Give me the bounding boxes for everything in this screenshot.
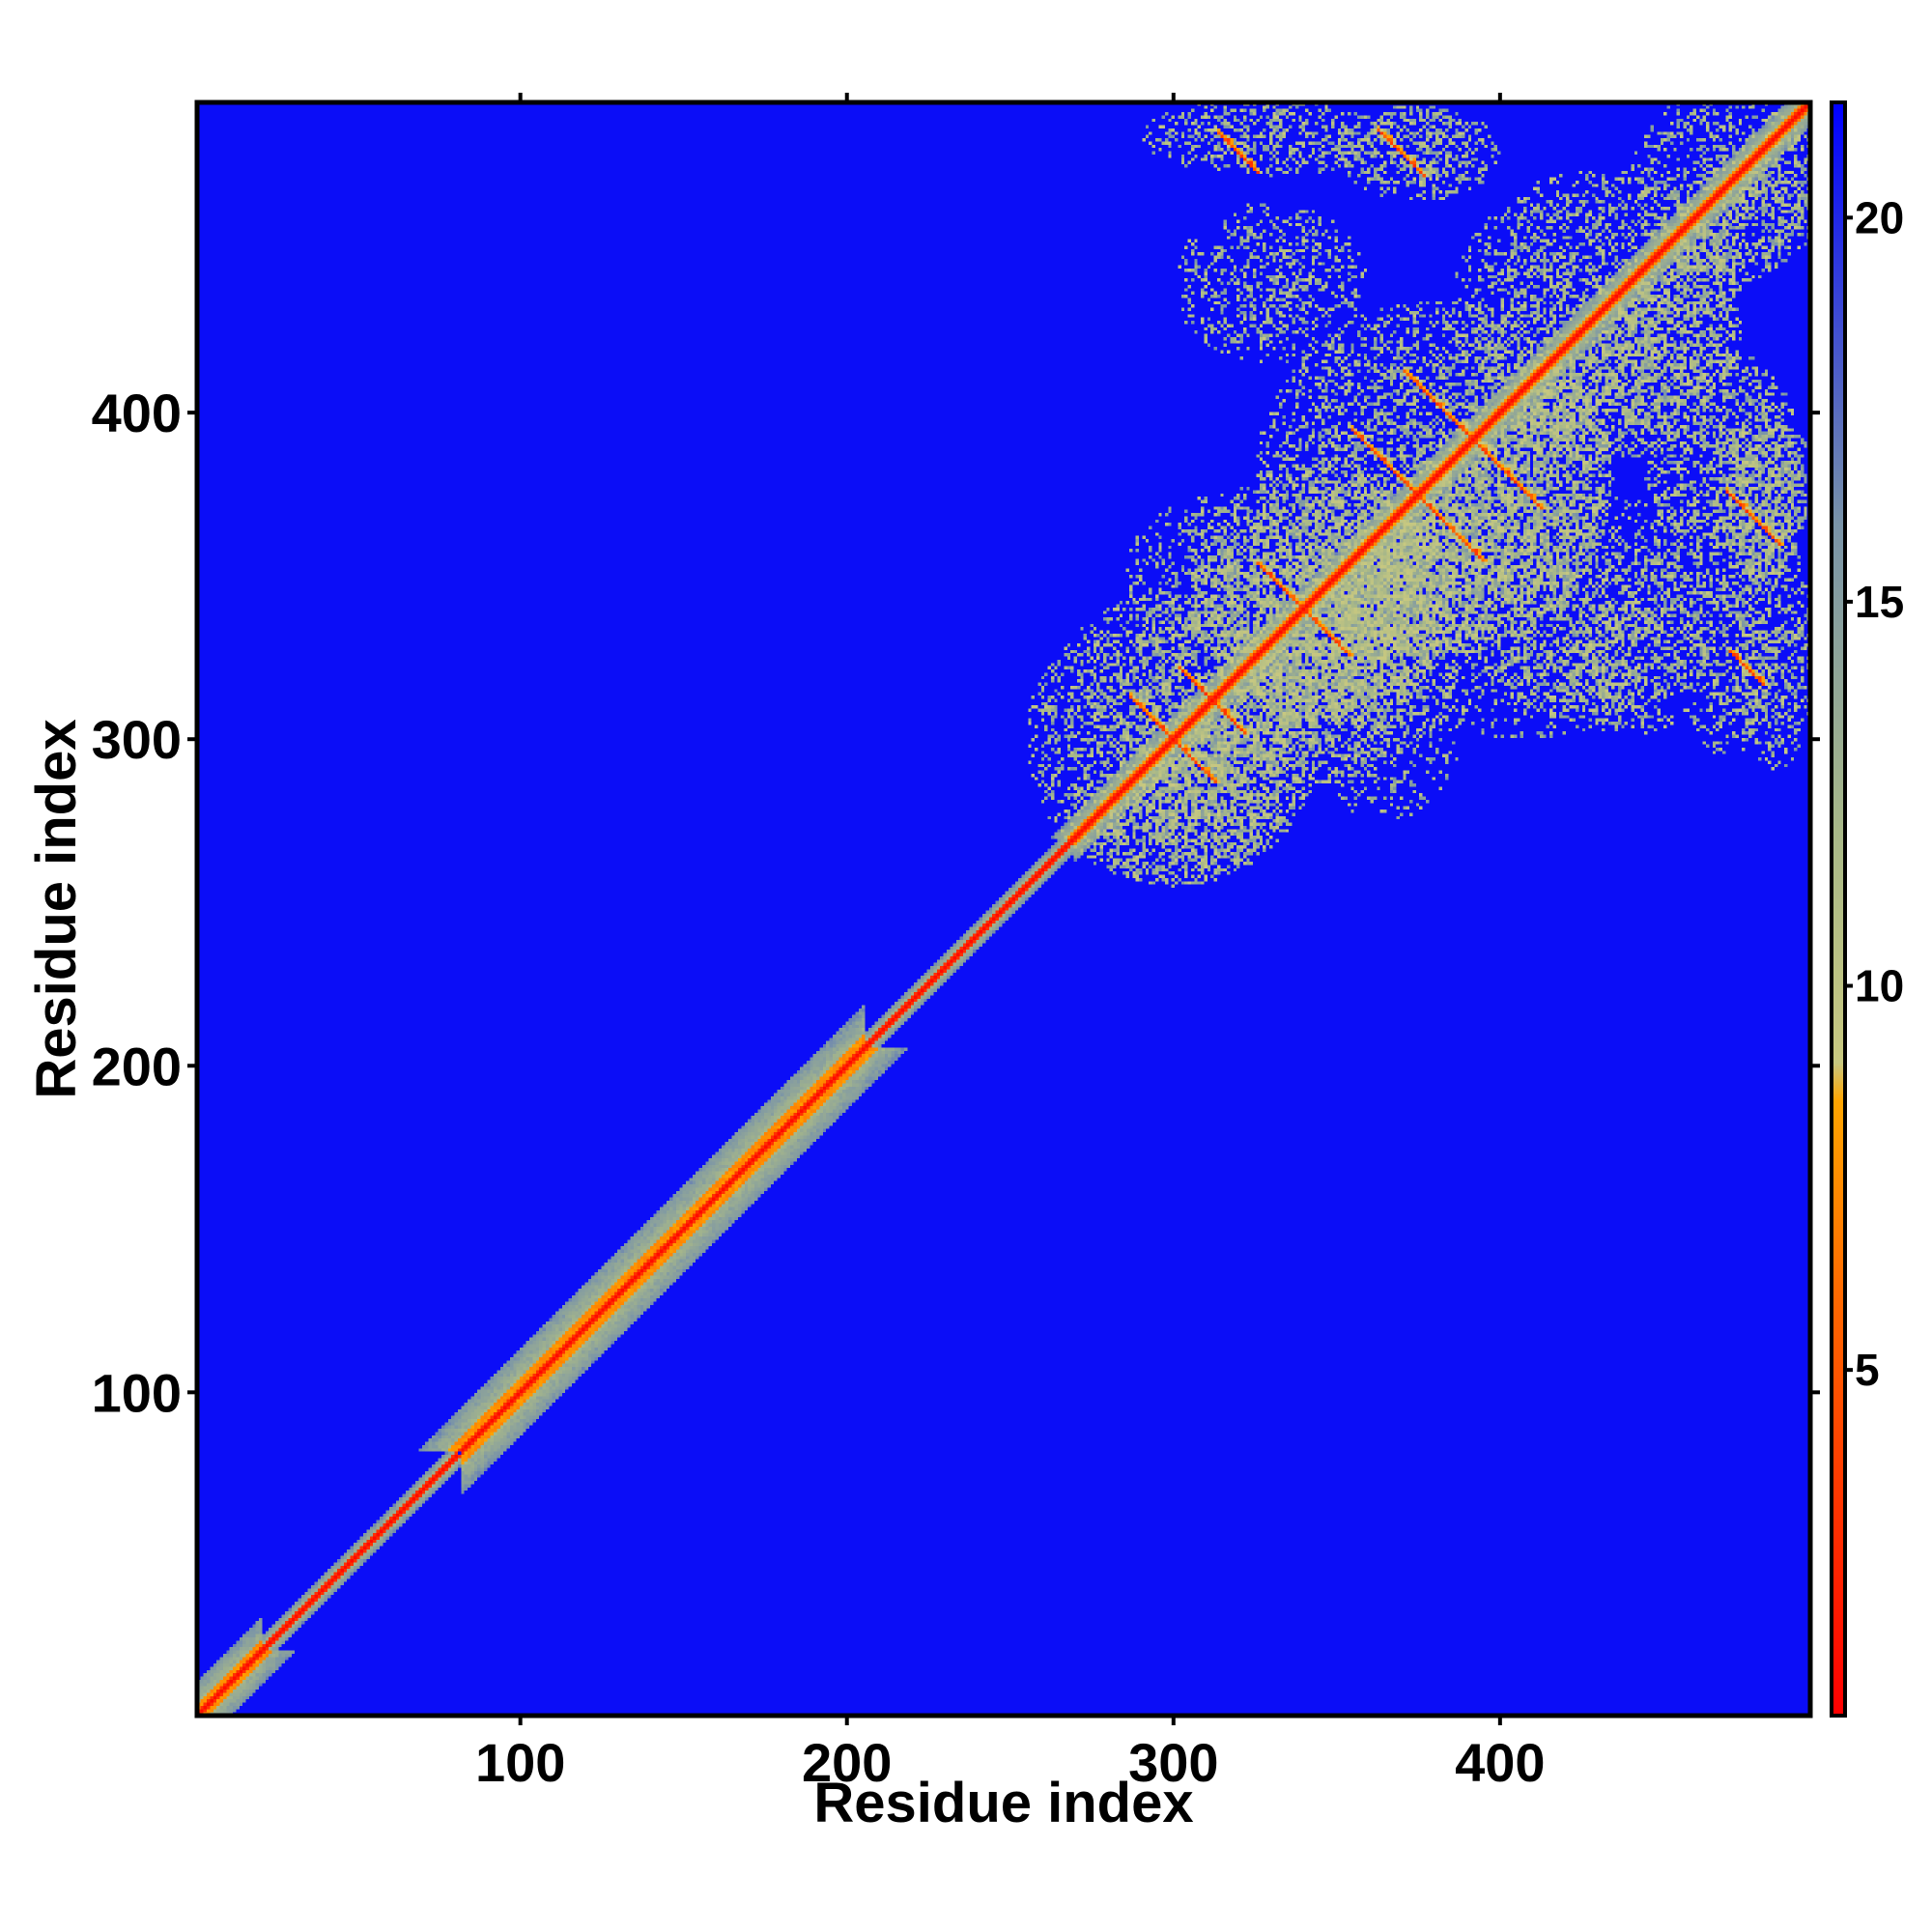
x-tick-label: 100 <box>475 1732 565 1793</box>
x-axis: 100 200 300 400 <box>475 93 1546 1793</box>
colorbar-tick-label: 10 <box>1855 961 1904 1011</box>
y-axis: 100 200 300 400 <box>92 383 1820 1423</box>
x-tick-label: 300 <box>1128 1732 1218 1793</box>
heatmap-canvas <box>197 102 1810 1716</box>
y-tick-label: 400 <box>92 383 182 443</box>
colorbar-tick-label: 15 <box>1855 577 1904 627</box>
x-tick-label: 200 <box>802 1732 892 1793</box>
colorbar-ticks: 5 10 15 20 <box>1845 192 1904 1395</box>
y-tick-label: 100 <box>92 1362 182 1423</box>
plot-frame <box>194 99 1813 1719</box>
colorbar-tick-label: 20 <box>1855 192 1904 242</box>
x-tick-label: 400 <box>1455 1732 1545 1793</box>
colorbar-tick-label: 5 <box>1855 1345 1880 1395</box>
y-tick-label: 200 <box>92 1036 182 1096</box>
x-axis-label: Residue index <box>813 1772 1193 1834</box>
colorbar <box>1830 100 1847 1718</box>
y-tick-label: 300 <box>92 709 182 770</box>
heatmap-area <box>197 102 1810 1716</box>
y-axis-label: Residue index <box>25 719 88 1098</box>
